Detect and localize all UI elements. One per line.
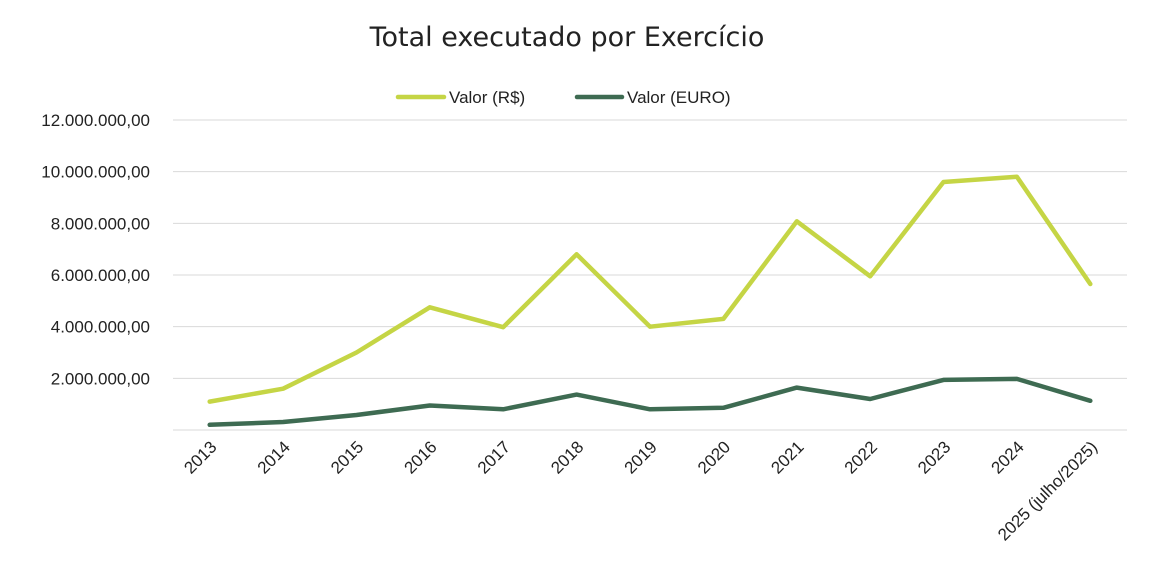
y-tick-label: 2.000.000,00 — [51, 369, 150, 388]
y-axis: 2.000.000,00 4.000.000,00 6.000.000,00 8.00… — [41, 111, 150, 388]
y-tick-label: 6.000.000,00 — [51, 266, 150, 285]
x-tick-label: 2023 — [914, 437, 954, 477]
x-tick-label: 2013 — [180, 437, 220, 477]
x-tick-label: 2016 — [400, 437, 440, 477]
x-tick-label: 2021 — [767, 437, 807, 477]
x-tick-label: 2024 — [988, 437, 1028, 477]
x-tick-label: 2017 — [474, 437, 514, 477]
y-tick-label: 10.000.000,00 — [41, 163, 150, 182]
x-tick-label: 2018 — [547, 437, 587, 477]
y-tick-label: 8.000.000,00 — [51, 214, 150, 233]
x-tick-label: 2015 — [327, 437, 367, 477]
chart-title: Total executado por Exercício — [369, 22, 765, 53]
legend-label-valor-euro: Valor (EURO) — [627, 88, 731, 107]
y-tick-label: 4.000.000,00 — [51, 318, 150, 337]
x-tick-label: 2022 — [841, 437, 881, 477]
x-tick-label: 2014 — [254, 437, 294, 477]
series-group — [207, 174, 1093, 428]
y-tick-label: 12.000.000,00 — [41, 111, 150, 130]
x-tick-label: 2019 — [621, 437, 661, 477]
legend-label-valor-brl: Valor (R$) — [449, 88, 525, 107]
series-line-valor-euro — [207, 376, 1093, 428]
gridlines — [173, 119, 1127, 379]
series-line-valor-brl — [207, 174, 1093, 404]
x-axis: 2013 2014 2015 2016 2017 2018 2019 2020 2021 2022… — [180, 437, 1101, 544]
legend: Valor (R$) Valor (EURO) — [395, 88, 731, 107]
x-tick-label: 2020 — [694, 437, 734, 477]
